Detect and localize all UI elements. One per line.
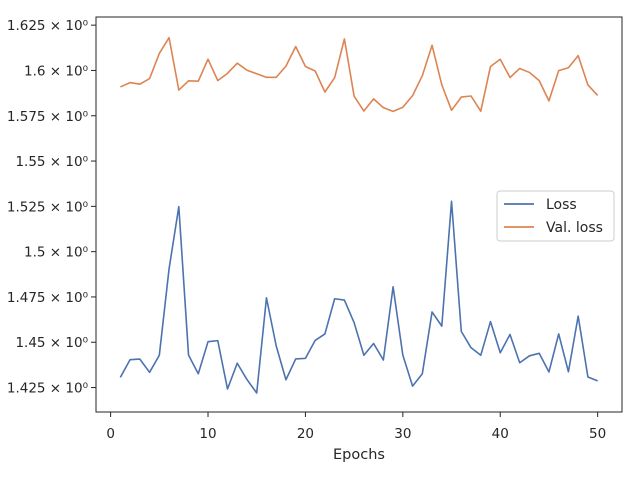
x-axis: 0 10 20 30 40 50: [106, 412, 606, 442]
legend: Loss Val. loss: [496, 190, 615, 242]
y-tick-label: 1.6 × 10⁰: [24, 63, 88, 79]
x-tick-label: 50: [589, 426, 606, 442]
y-tick-label: 1.525 × 10⁰: [7, 199, 88, 215]
x-axis-label: Epochs: [333, 447, 385, 463]
series-line-loss: [119, 200, 598, 394]
x-tick-label: 0: [106, 426, 115, 442]
y-tick-label: 1.55 × 10⁰: [15, 154, 88, 170]
x-tick-label: 20: [297, 426, 314, 442]
legend-label-val-loss: Val. loss: [546, 220, 603, 236]
plot-frame: [95, 16, 623, 413]
series-layer: [119, 36, 599, 394]
series-line-val-loss: [120, 36, 599, 113]
x-tick-label: 40: [492, 426, 509, 442]
y-tick-label: 1.425 × 10⁰: [7, 381, 88, 397]
y-tick-label: 1.45 × 10⁰: [15, 335, 88, 351]
y-axis: 1.425 × 10⁰ 1.45 × 10⁰ 1.475 × 10⁰ 1.5 × 10…: [7, 18, 96, 397]
x-tick-label: 10: [199, 426, 216, 442]
y-tick-label: 1.575 × 10⁰: [7, 109, 88, 125]
plot-area: [95, 16, 623, 413]
y-tick-label: 1.475 × 10⁰: [7, 290, 88, 306]
y-tick-label: 1.625 × 10⁰: [7, 18, 88, 34]
legend-label-loss: Loss: [546, 197, 577, 213]
x-tick-label: 30: [394, 426, 411, 442]
y-tick-label: 1.5 × 10⁰: [24, 245, 88, 261]
